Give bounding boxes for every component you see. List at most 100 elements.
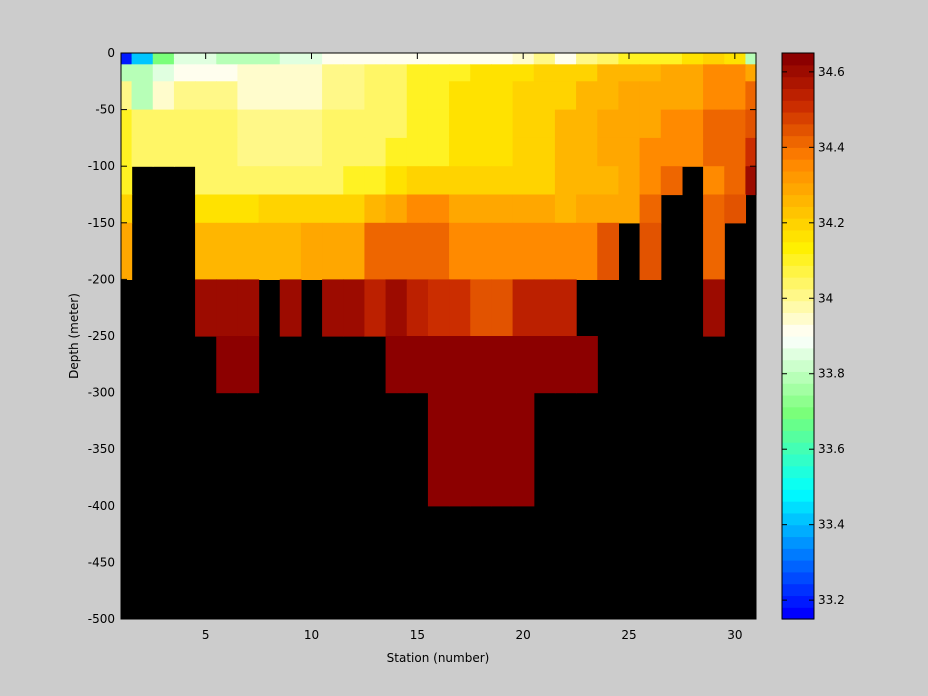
heatmap-cell <box>470 222 493 280</box>
heatmap-cell <box>449 194 471 224</box>
heatmap-cell <box>512 166 535 196</box>
heatmap-cell <box>300 166 323 196</box>
heatmap-cell <box>406 279 429 337</box>
heatmap-cell <box>427 137 450 167</box>
heatmap-cell <box>618 137 641 167</box>
heatmap-cell <box>237 166 260 196</box>
heatmap-cell <box>258 58 281 65</box>
colorbar-band <box>782 371 814 384</box>
heatmap-cell <box>597 109 620 139</box>
heatmap-cell <box>554 109 577 139</box>
heatmap-cell <box>576 58 598 65</box>
heatmap-cell <box>427 222 450 280</box>
colorbar-band <box>782 442 814 455</box>
heatmap-cell <box>512 194 535 224</box>
colorbar-band <box>782 583 814 597</box>
y-tick-label: -400 <box>88 499 115 513</box>
heatmap-cell <box>427 58 450 65</box>
heatmap-cell <box>427 279 450 337</box>
heatmap-cell <box>300 64 323 82</box>
heatmap-cell <box>745 137 757 167</box>
heatmap-cell <box>660 109 683 139</box>
y-tick-label: -250 <box>88 329 115 343</box>
heatmap-cell <box>470 279 493 337</box>
heatmap-cell <box>449 137 471 167</box>
heatmap-cell <box>364 137 387 167</box>
heatmap-cell <box>237 109 260 139</box>
colorbar-band <box>782 218 814 231</box>
heatmap-cell <box>660 53 683 60</box>
heatmap-cell <box>597 64 620 82</box>
heatmap-cell <box>703 81 725 111</box>
heatmap-cell <box>258 81 281 111</box>
y-tick-label: -450 <box>88 555 115 569</box>
heatmap-cell <box>491 58 514 65</box>
colorbar-band <box>782 206 814 219</box>
heatmap-cell <box>131 53 154 60</box>
heatmap-cell <box>406 194 429 224</box>
heatmap-cell <box>195 58 217 65</box>
colorbar-tick-label: 34.6 <box>818 65 845 79</box>
heatmap-cell <box>745 58 757 65</box>
y-axis-ticks: 0 -50 -100 -150 -200 -250 -300 -350 -400 -450 -500 <box>88 46 756 626</box>
colorbar-band <box>782 76 814 89</box>
heatmap-cell <box>343 222 366 280</box>
colorbar-band <box>782 607 814 620</box>
heatmap-cell <box>343 279 366 337</box>
heatmap-cell <box>406 64 429 82</box>
heatmap-cell <box>237 64 260 82</box>
heatmap-cell <box>406 81 429 111</box>
heatmap-cell <box>491 166 514 196</box>
heatmap-cell <box>385 53 408 60</box>
heatmap-cell <box>427 194 450 224</box>
heatmap-cell <box>279 222 302 280</box>
heatmap-cell <box>258 109 281 139</box>
heatmap-cell <box>300 81 323 111</box>
heatmap-cell <box>343 53 366 60</box>
heatmap-cell <box>449 279 471 337</box>
heatmap-cell <box>639 166 662 196</box>
colorbar-band <box>782 159 814 172</box>
heatmap-cell <box>449 53 471 60</box>
heatmap-cell <box>597 222 620 280</box>
heatmap-cell <box>660 64 683 82</box>
colorbar-band <box>782 571 814 585</box>
heatmap-cell <box>427 64 450 82</box>
heatmap-cell <box>703 166 725 196</box>
heatmap-cell <box>364 279 387 337</box>
heatmap-cell <box>300 109 323 139</box>
heatmap-cell <box>237 222 260 280</box>
heatmap-cell <box>681 137 704 167</box>
heatmap-cell <box>195 166 217 196</box>
heatmap-cell <box>385 222 408 280</box>
heatmap-cell <box>449 58 471 65</box>
colorbar-band <box>782 123 814 137</box>
heatmap-cell <box>173 58 196 65</box>
heatmap-cell <box>703 194 725 224</box>
heatmap-cell <box>121 58 133 65</box>
heatmap-cell <box>660 166 683 196</box>
heatmap-cell <box>237 137 260 167</box>
heatmap-cell <box>385 279 408 337</box>
y-tick-label: 0 <box>107 46 115 60</box>
heatmap-cell <box>237 58 260 65</box>
heatmap-cell <box>639 58 662 65</box>
colorbar-band <box>782 111 814 125</box>
heatmap-cell <box>597 81 620 111</box>
colorbar-band <box>782 64 814 78</box>
heatmap-cell <box>121 166 133 196</box>
heatmap-cell <box>279 194 302 224</box>
heatmap-cell <box>703 279 725 337</box>
heatmap-cell <box>364 166 387 196</box>
heatmap-cell <box>491 53 514 60</box>
y-tick-label: -300 <box>88 386 115 400</box>
heatmap-cell <box>597 166 620 196</box>
x-tick-label: 20 <box>516 628 531 642</box>
heatmap-cell <box>385 58 408 65</box>
heatmap-cell <box>618 109 641 139</box>
colorbar-band <box>782 277 814 290</box>
heatmap-cell <box>681 64 704 82</box>
heatmap-cell <box>576 137 598 167</box>
colorbar-tick-label: 33.6 <box>818 442 845 456</box>
y-axis-label: Depth (meter) <box>67 293 81 379</box>
